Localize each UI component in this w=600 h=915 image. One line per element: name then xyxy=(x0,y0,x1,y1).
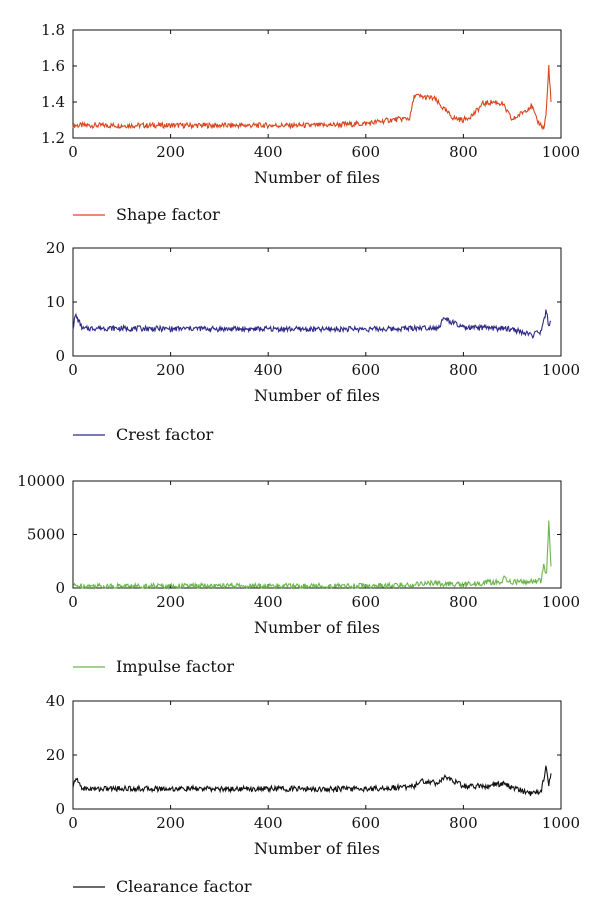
series-line xyxy=(72,64,552,131)
series-line xyxy=(72,520,552,591)
x-tick-label: 0 xyxy=(68,593,78,611)
x-tick-label: 800 xyxy=(449,593,478,611)
x-tick-label: 400 xyxy=(254,143,283,161)
x-tick-label: 200 xyxy=(156,814,185,832)
y-tick-label: 10 xyxy=(46,293,65,311)
chart-panel-2: 0 200 400 600 800 1000 0 10 20 Number of files Cre… xyxy=(46,239,580,444)
series-line xyxy=(72,765,552,797)
x-tick-label: 800 xyxy=(449,143,478,161)
x-tick-label: 0 xyxy=(68,361,78,379)
x-tick-label: 800 xyxy=(449,361,478,379)
y-tick-label: 20 xyxy=(46,746,65,764)
x-tick-label: 600 xyxy=(351,814,380,832)
y-tick-label: 1.2 xyxy=(41,129,65,147)
x-axis-title: Number of files xyxy=(254,839,380,858)
y-tick-label: 0 xyxy=(55,347,65,365)
x-tick-label: 600 xyxy=(351,593,380,611)
x-tick-label: 0 xyxy=(68,814,78,832)
legend: Shape factor xyxy=(73,205,220,224)
legend-label: Impulse factor xyxy=(116,657,234,676)
y-tick-label: 1.8 xyxy=(41,21,65,39)
x-tick-label: 1000 xyxy=(542,143,580,161)
plot-frame xyxy=(72,480,562,589)
x-tick-label: 600 xyxy=(351,361,380,379)
y-tick-label: 5000 xyxy=(27,526,65,544)
plot-frame xyxy=(72,29,562,139)
plot-frame xyxy=(72,700,562,810)
y-tick-label: 1.6 xyxy=(41,57,65,75)
legend-label: Shape factor xyxy=(116,205,220,224)
y-tick-label: 40 xyxy=(46,692,65,710)
x-tick-label: 200 xyxy=(156,143,185,161)
x-tick-label: 1000 xyxy=(542,814,580,832)
legend: Clearance factor xyxy=(73,877,252,896)
y-tick-label: 0 xyxy=(55,579,65,597)
x-tick-label: 800 xyxy=(449,814,478,832)
legend-label: Clearance factor xyxy=(116,877,252,896)
y-tick-label: 0 xyxy=(55,800,65,818)
y-tick-label: 20 xyxy=(46,239,65,257)
x-tick-label: 400 xyxy=(254,593,283,611)
x-tick-label: 0 xyxy=(68,143,78,161)
legend: Impulse factor xyxy=(73,657,234,676)
y-tick-label: 10000 xyxy=(17,472,65,490)
x-tick-label: 400 xyxy=(254,361,283,379)
plot-frame xyxy=(72,247,562,357)
x-axis-title: Number of files xyxy=(254,618,380,637)
x-tick-label: 1000 xyxy=(542,361,580,379)
x-tick-label: 400 xyxy=(254,814,283,832)
x-axis-title: Number of files xyxy=(254,168,380,187)
x-axis-title: Number of files xyxy=(254,386,380,405)
chart-panel-1: 0 200 400 600 800 1000 1.2 1.4 1.6 1.8 Number of f… xyxy=(41,21,580,224)
legend-label: Crest factor xyxy=(116,425,214,444)
x-tick-label: 600 xyxy=(351,143,380,161)
x-tick-label: 200 xyxy=(156,361,185,379)
x-tick-label: 200 xyxy=(156,593,185,611)
series-line xyxy=(72,309,552,339)
y-tick-label: 1.4 xyxy=(41,93,65,111)
legend: Crest factor xyxy=(73,425,214,444)
x-tick-label: 1000 xyxy=(542,593,580,611)
chart-panel-4: 0 200 400 600 800 1000 0 20 40 Number of filesCle… xyxy=(46,692,580,896)
